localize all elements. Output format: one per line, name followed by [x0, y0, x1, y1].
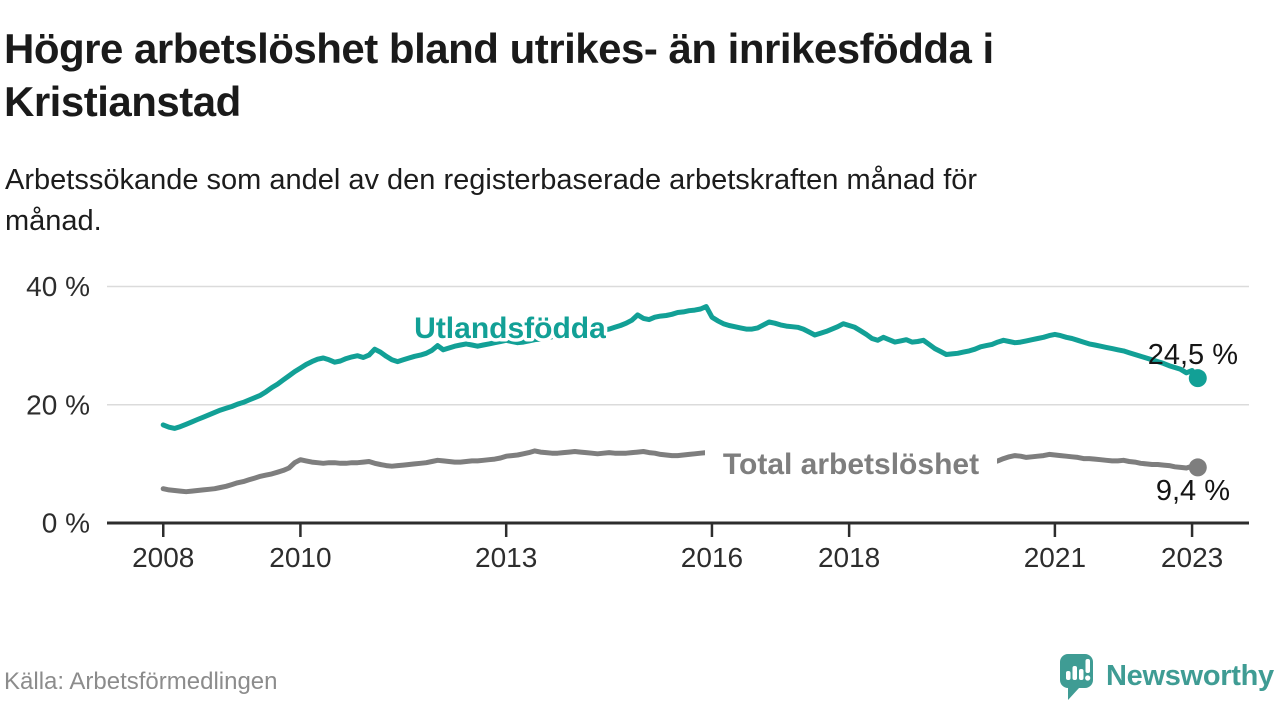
- value-label-utlandsfodda: 24,5 %: [1148, 339, 1238, 371]
- subtitle-line-2: månad.: [5, 205, 102, 237]
- axes: 2008 2010 2013 2016 2018 2021 2023 0 % 20 % 40 %: [26, 271, 1249, 573]
- series-label-total: Total arbetslöshet: [723, 448, 979, 481]
- series-endpoint-dot: [1188, 369, 1207, 388]
- chart-subtitle: Arbetssökande som andel av den registerb…: [5, 160, 1235, 242]
- logo-bar-2: [1072, 666, 1077, 680]
- logo-exclamation-bar: [1085, 659, 1090, 673]
- x-tick-label: 2010: [269, 542, 331, 573]
- y-tick-label: 40 %: [26, 271, 90, 302]
- gridlines: [107, 285, 1249, 406]
- x-tick-label: 2023: [1161, 542, 1223, 573]
- subtitle-line-1: Arbetssökande som andel av den registerb…: [5, 164, 978, 196]
- x-tick-label: 2016: [681, 542, 743, 573]
- source-note: Källa: Arbetsförmedlingen: [4, 668, 278, 695]
- page-title: Högre arbetslöshet bland utrikes- än inr…: [4, 22, 1254, 128]
- title-line-2: Kristianstad: [4, 78, 241, 125]
- series-line-total: [160, 448, 1201, 495]
- chart-labels: Utlandsfödda Total arbetslöshet 24,5 % 9,4 …: [411, 309, 1238, 508]
- logo-bar-1: [1066, 671, 1071, 680]
- x-tick-label: 2021: [1024, 542, 1086, 573]
- series-line-utlandsfodda: [160, 304, 1201, 431]
- value-label-total: 9,4 %: [1156, 475, 1230, 507]
- x-tick-label: 2008: [132, 542, 194, 573]
- logo-exclamation-dot: [1085, 675, 1091, 681]
- y-tick-label: 0 %: [42, 508, 90, 539]
- logo-bar-3: [1079, 669, 1084, 680]
- newsworthy-logo: Newsworthy: [1060, 654, 1274, 700]
- series-lines: [160, 304, 1207, 495]
- series-label-utlandsfodda: Utlandsfödda: [414, 312, 606, 345]
- y-tick-label: 20 %: [26, 389, 90, 420]
- x-tick-label: 2018: [818, 542, 880, 573]
- brand-wordmark: Newsworthy: [1106, 660, 1274, 692]
- title-line-1: Högre arbetslöshet bland utrikes- än inr…: [4, 25, 994, 72]
- label-backdrop: [705, 444, 997, 478]
- x-tick-label: 2013: [475, 542, 537, 573]
- series-endpoint-dot: [1188, 458, 1207, 477]
